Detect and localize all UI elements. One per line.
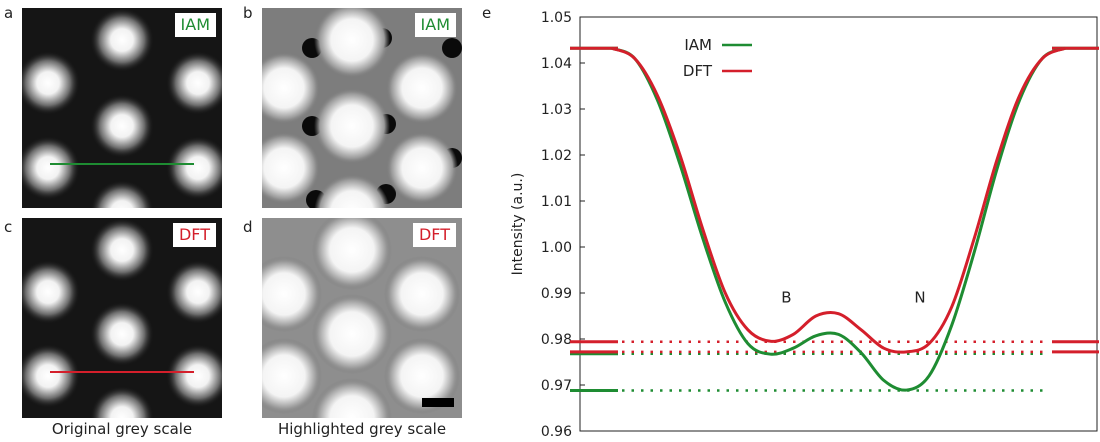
y-tick-label-3: 0.99	[541, 286, 572, 302]
caption-highlighted-grey-scale: Highlighted grey scale	[277, 420, 447, 438]
stem-image-d: DFT	[262, 218, 462, 418]
series-line-iam	[611, 46, 1066, 392]
panel-letter-a: a	[4, 4, 14, 22]
panel-letter-b: b	[243, 4, 253, 22]
series-line-dft	[611, 46, 1066, 354]
annotation-b: B	[781, 289, 791, 307]
y-tick-label-9: 1.05	[541, 10, 572, 26]
y-tick-label-4: 1.00	[541, 240, 572, 256]
panel-letter-c: c	[4, 218, 13, 236]
stem-image-b: IAM	[262, 8, 462, 208]
model-tag-dft: DFT	[172, 223, 216, 247]
y-tick-label-1: 0.97	[541, 378, 572, 394]
y-tick-label-7: 1.03	[541, 102, 572, 118]
legend-label-iam: IAM	[684, 36, 712, 54]
stem-image-a: IAM	[22, 8, 222, 208]
plot-frame	[579, 16, 1098, 432]
model-tag-iam: IAM	[174, 13, 216, 37]
y-tick-label-6: 1.02	[541, 148, 572, 164]
y-axis-title: Intensity (a.u.)	[510, 173, 526, 276]
caption-original-grey-scale: Original grey scale	[51, 420, 193, 438]
atom-lattice-d	[262, 218, 462, 418]
model-tag-dft: DFT	[412, 223, 456, 247]
y-tick-label-2: 0.98	[541, 332, 572, 348]
y-tick-label-0: 0.96	[541, 424, 572, 440]
model-tag-iam: IAM	[414, 13, 456, 37]
atom-lattice-b	[262, 8, 462, 208]
legend-label-dft: DFT	[683, 62, 713, 80]
y-tick-label-8: 1.04	[541, 56, 572, 72]
stem-image-c: DFT	[22, 218, 222, 418]
panel-letter-d: d	[243, 218, 253, 236]
annotation-n: N	[914, 289, 925, 307]
atom-lattice-a	[22, 8, 222, 208]
intensity-profile-chart: 0.96 0.97 0.98 0.99 1.00 1.01 1.02 1.03 1.04 1.05…	[510, 10, 1099, 440]
atom-lattice-c	[22, 218, 222, 418]
panel-letter-e: e	[482, 4, 492, 22]
y-tick-label-5: 1.01	[541, 194, 572, 210]
scale-bar	[422, 398, 454, 407]
